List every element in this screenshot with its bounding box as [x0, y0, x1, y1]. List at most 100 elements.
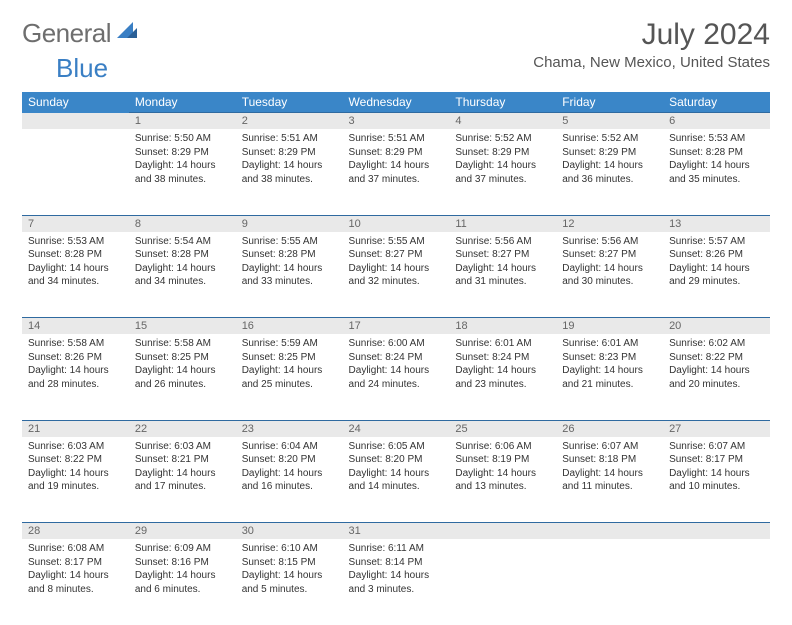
day-body-cell: Sunrise: 6:07 AMSunset: 8:17 PMDaylight:… — [663, 437, 770, 523]
daylight-text: Daylight: 14 hours and 14 minutes. — [349, 467, 444, 494]
sunrise-text: Sunrise: 5:56 AM — [562, 235, 657, 249]
day-body-cell: Sunrise: 6:10 AMSunset: 8:15 PMDaylight:… — [236, 539, 343, 625]
day-body-row: Sunrise: 6:08 AMSunset: 8:17 PMDaylight:… — [22, 539, 770, 625]
weekday-head: Thursday — [449, 92, 556, 113]
sunset-text: Sunset: 8:27 PM — [349, 248, 444, 262]
day-body-row: Sunrise: 5:58 AMSunset: 8:26 PMDaylight:… — [22, 334, 770, 420]
sunset-text: Sunset: 8:29 PM — [349, 146, 444, 160]
sunset-text: Sunset: 8:17 PM — [669, 453, 764, 467]
daylight-text: Daylight: 14 hours and 37 minutes. — [455, 159, 550, 186]
day-number-cell: 31 — [343, 523, 450, 540]
daylight-text: Daylight: 14 hours and 24 minutes. — [349, 364, 444, 391]
day-number-cell: 21 — [22, 420, 129, 437]
sunrise-text: Sunrise: 6:07 AM — [562, 440, 657, 454]
logo-text-blue: Blue — [56, 53, 108, 83]
weekday-head: Saturday — [663, 92, 770, 113]
day-number-cell: 24 — [343, 420, 450, 437]
day-number-cell: 8 — [129, 215, 236, 232]
sunrise-text: Sunrise: 5:51 AM — [349, 132, 444, 146]
day-number-cell: 7 — [22, 215, 129, 232]
day-body-cell: Sunrise: 5:50 AMSunset: 8:29 PMDaylight:… — [129, 129, 236, 215]
day-body-row: Sunrise: 6:03 AMSunset: 8:22 PMDaylight:… — [22, 437, 770, 523]
day-body-cell: Sunrise: 6:09 AMSunset: 8:16 PMDaylight:… — [129, 539, 236, 625]
day-number-cell — [556, 523, 663, 540]
day-body-cell — [556, 539, 663, 625]
day-body-cell: Sunrise: 6:05 AMSunset: 8:20 PMDaylight:… — [343, 437, 450, 523]
sunset-text: Sunset: 8:29 PM — [135, 146, 230, 160]
calendar-table: Sunday Monday Tuesday Wednesday Thursday… — [22, 92, 770, 625]
day-body-cell — [449, 539, 556, 625]
sunset-text: Sunset: 8:29 PM — [455, 146, 550, 160]
sunset-text: Sunset: 8:28 PM — [135, 248, 230, 262]
sunrise-text: Sunrise: 5:54 AM — [135, 235, 230, 249]
day-body-row: Sunrise: 5:50 AMSunset: 8:29 PMDaylight:… — [22, 129, 770, 215]
day-number-cell: 13 — [663, 215, 770, 232]
sunrise-text: Sunrise: 6:11 AM — [349, 542, 444, 556]
sunrise-text: Sunrise: 6:09 AM — [135, 542, 230, 556]
sunrise-text: Sunrise: 6:00 AM — [349, 337, 444, 351]
sunset-text: Sunset: 8:15 PM — [242, 556, 337, 570]
sunset-text: Sunset: 8:18 PM — [562, 453, 657, 467]
daylight-text: Daylight: 14 hours and 16 minutes. — [242, 467, 337, 494]
sunset-text: Sunset: 8:27 PM — [562, 248, 657, 262]
sunset-text: Sunset: 8:29 PM — [562, 146, 657, 160]
sunrise-text: Sunrise: 6:08 AM — [28, 542, 123, 556]
weekday-head: Friday — [556, 92, 663, 113]
day-body-cell: Sunrise: 6:04 AMSunset: 8:20 PMDaylight:… — [236, 437, 343, 523]
day-number-cell: 14 — [22, 318, 129, 335]
sunset-text: Sunset: 8:20 PM — [242, 453, 337, 467]
sunrise-text: Sunrise: 5:51 AM — [242, 132, 337, 146]
sunrise-text: Sunrise: 5:52 AM — [562, 132, 657, 146]
day-number-cell: 22 — [129, 420, 236, 437]
daylight-text: Daylight: 14 hours and 33 minutes. — [242, 262, 337, 289]
day-body-cell: Sunrise: 6:03 AMSunset: 8:22 PMDaylight:… — [22, 437, 129, 523]
day-number-cell: 11 — [449, 215, 556, 232]
day-number-cell: 26 — [556, 420, 663, 437]
sunrise-text: Sunrise: 5:58 AM — [28, 337, 123, 351]
day-body-cell — [22, 129, 129, 215]
daylight-text: Daylight: 14 hours and 6 minutes. — [135, 569, 230, 596]
sunrise-text: Sunrise: 6:01 AM — [455, 337, 550, 351]
daylight-text: Daylight: 14 hours and 32 minutes. — [349, 262, 444, 289]
sunrise-text: Sunrise: 5:55 AM — [349, 235, 444, 249]
day-number-cell: 19 — [556, 318, 663, 335]
sunrise-text: Sunrise: 5:50 AM — [135, 132, 230, 146]
sunrise-text: Sunrise: 5:59 AM — [242, 337, 337, 351]
day-number-cell: 10 — [343, 215, 450, 232]
day-number-cell: 12 — [556, 215, 663, 232]
sunrise-text: Sunrise: 6:07 AM — [669, 440, 764, 454]
daylight-text: Daylight: 14 hours and 34 minutes. — [135, 262, 230, 289]
day-number-row: 78910111213 — [22, 215, 770, 232]
sunrise-text: Sunrise: 6:03 AM — [135, 440, 230, 454]
day-number-cell: 1 — [129, 113, 236, 130]
sunset-text: Sunset: 8:28 PM — [669, 146, 764, 160]
sunrise-text: Sunrise: 6:04 AM — [242, 440, 337, 454]
day-number-cell: 9 — [236, 215, 343, 232]
day-number-row: 28293031 — [22, 523, 770, 540]
weekday-head: Monday — [129, 92, 236, 113]
daylight-text: Daylight: 14 hours and 5 minutes. — [242, 569, 337, 596]
sunset-text: Sunset: 8:16 PM — [135, 556, 230, 570]
day-number-cell: 20 — [663, 318, 770, 335]
day-number-cell — [22, 113, 129, 130]
sunset-text: Sunset: 8:21 PM — [135, 453, 230, 467]
daylight-text: Daylight: 14 hours and 34 minutes. — [28, 262, 123, 289]
daylight-text: Daylight: 14 hours and 35 minutes. — [669, 159, 764, 186]
sunset-text: Sunset: 8:24 PM — [349, 351, 444, 365]
daylight-text: Daylight: 14 hours and 25 minutes. — [242, 364, 337, 391]
daylight-text: Daylight: 14 hours and 11 minutes. — [562, 467, 657, 494]
daylight-text: Daylight: 14 hours and 13 minutes. — [455, 467, 550, 494]
sunrise-text: Sunrise: 5:53 AM — [669, 132, 764, 146]
sunrise-text: Sunrise: 6:01 AM — [562, 337, 657, 351]
day-body-cell: Sunrise: 6:02 AMSunset: 8:22 PMDaylight:… — [663, 334, 770, 420]
day-number-cell: 25 — [449, 420, 556, 437]
day-number-cell: 2 — [236, 113, 343, 130]
daylight-text: Daylight: 14 hours and 19 minutes. — [28, 467, 123, 494]
day-body-cell: Sunrise: 6:03 AMSunset: 8:21 PMDaylight:… — [129, 437, 236, 523]
day-body-cell: Sunrise: 6:00 AMSunset: 8:24 PMDaylight:… — [343, 334, 450, 420]
sunset-text: Sunset: 8:29 PM — [242, 146, 337, 160]
sunrise-text: Sunrise: 6:03 AM — [28, 440, 123, 454]
day-number-cell: 6 — [663, 113, 770, 130]
logo-sail-icon — [115, 18, 141, 49]
sunset-text: Sunset: 8:22 PM — [28, 453, 123, 467]
